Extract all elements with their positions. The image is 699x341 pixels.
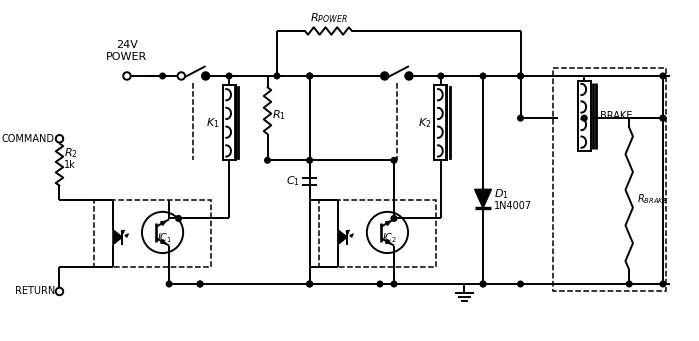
- Text: $IC_2$: $IC_2$: [382, 231, 397, 245]
- Text: RETURN: RETURN: [15, 286, 55, 296]
- Text: $K_2$: $K_2$: [418, 116, 431, 130]
- Circle shape: [406, 73, 412, 79]
- Bar: [434, 85, 447, 160]
- Circle shape: [660, 73, 665, 79]
- Circle shape: [307, 158, 312, 163]
- Polygon shape: [113, 229, 122, 244]
- Text: $R_{BRAKE}$: $R_{BRAKE}$: [637, 192, 668, 206]
- Circle shape: [307, 73, 312, 79]
- Circle shape: [123, 72, 131, 80]
- Circle shape: [175, 216, 181, 221]
- Circle shape: [480, 281, 486, 287]
- Circle shape: [197, 281, 203, 287]
- Text: 1N4007: 1N4007: [494, 201, 533, 211]
- Circle shape: [178, 72, 185, 80]
- Polygon shape: [338, 229, 347, 244]
- Circle shape: [518, 73, 524, 79]
- Text: $IC_1$: $IC_1$: [157, 231, 172, 245]
- Circle shape: [197, 281, 203, 287]
- Circle shape: [377, 281, 383, 287]
- Circle shape: [160, 73, 166, 79]
- Circle shape: [274, 73, 280, 79]
- Text: 24V: 24V: [116, 40, 138, 50]
- Circle shape: [203, 73, 208, 79]
- Circle shape: [518, 73, 524, 79]
- Circle shape: [307, 281, 312, 287]
- Circle shape: [518, 281, 524, 287]
- Bar: [94, 199, 211, 267]
- Bar: [319, 199, 436, 267]
- Circle shape: [480, 281, 486, 287]
- Bar: [554, 69, 665, 292]
- Circle shape: [307, 281, 312, 287]
- Bar: [222, 85, 236, 160]
- Circle shape: [166, 281, 172, 287]
- Text: BRAKE: BRAKE: [600, 111, 633, 121]
- Circle shape: [391, 216, 397, 221]
- Text: POWER: POWER: [106, 52, 147, 62]
- Text: $R_1$: $R_1$: [272, 108, 286, 122]
- Circle shape: [660, 281, 665, 287]
- Circle shape: [405, 72, 412, 80]
- Text: COMMAND: COMMAND: [2, 134, 55, 144]
- Circle shape: [56, 288, 63, 295]
- Circle shape: [382, 73, 387, 79]
- Circle shape: [202, 72, 210, 80]
- Polygon shape: [475, 189, 491, 208]
- Text: $R_2$: $R_2$: [64, 146, 78, 160]
- Circle shape: [480, 73, 486, 79]
- Text: $C_1$: $C_1$: [287, 175, 301, 188]
- Circle shape: [660, 115, 665, 121]
- Circle shape: [226, 73, 232, 79]
- Circle shape: [265, 158, 271, 163]
- Circle shape: [626, 281, 632, 287]
- Circle shape: [56, 135, 63, 143]
- Circle shape: [391, 158, 397, 163]
- Circle shape: [381, 72, 389, 80]
- Circle shape: [582, 115, 587, 121]
- Circle shape: [438, 73, 444, 79]
- Circle shape: [307, 73, 312, 79]
- Text: $R_{POWER}$: $R_{POWER}$: [310, 12, 347, 25]
- Text: 1k: 1k: [64, 160, 76, 170]
- Circle shape: [518, 115, 524, 121]
- Text: $K_1$: $K_1$: [206, 116, 219, 130]
- Circle shape: [391, 281, 397, 287]
- Text: $D_1$: $D_1$: [494, 187, 509, 201]
- Bar: [577, 81, 591, 151]
- Circle shape: [660, 115, 665, 121]
